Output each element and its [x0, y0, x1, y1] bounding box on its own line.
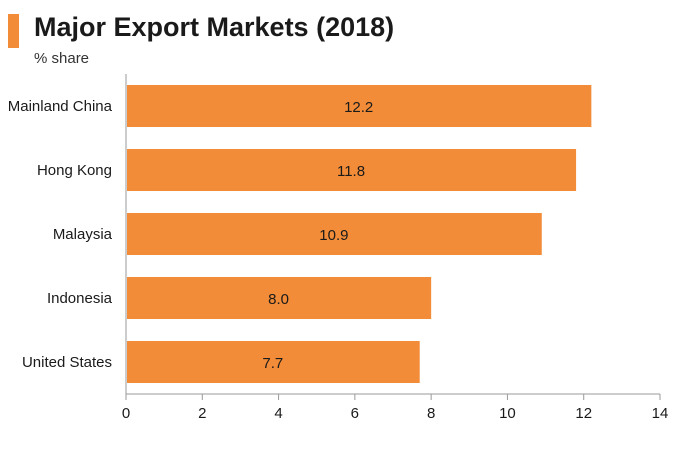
data-label: 8.0 [268, 291, 289, 308]
bar-mainland-china [127, 85, 592, 127]
x-tick-label: 12 [575, 405, 592, 422]
bar-united-states [127, 341, 420, 383]
x-tick-label: 8 [427, 405, 435, 422]
category-label: Indonesia [47, 290, 113, 307]
title-accent-bar [8, 14, 19, 48]
data-label: 7.7 [262, 355, 283, 372]
category-label: Malaysia [53, 226, 113, 243]
data-label: 11.8 [337, 163, 365, 180]
chart-title: Major Export Markets (2018) [34, 12, 395, 42]
data-label: 12.2 [344, 99, 373, 116]
x-tick-label: 2 [198, 405, 206, 422]
category-label: United States [22, 354, 112, 371]
chart-subtitle: % share [34, 50, 90, 67]
x-tick-label: 6 [351, 405, 359, 422]
data-label: 10.9 [319, 227, 348, 244]
bar-indonesia [127, 277, 432, 319]
category-label: Mainland China [8, 98, 113, 115]
x-tick-label: 14 [652, 405, 669, 422]
x-tick-label: 0 [122, 405, 130, 422]
x-tick-label: 4 [274, 405, 282, 422]
category-label: Hong Kong [37, 162, 112, 179]
x-tick-label: 10 [499, 405, 516, 422]
bar-malaysia [127, 213, 542, 255]
bar-hong-kong [127, 149, 577, 191]
